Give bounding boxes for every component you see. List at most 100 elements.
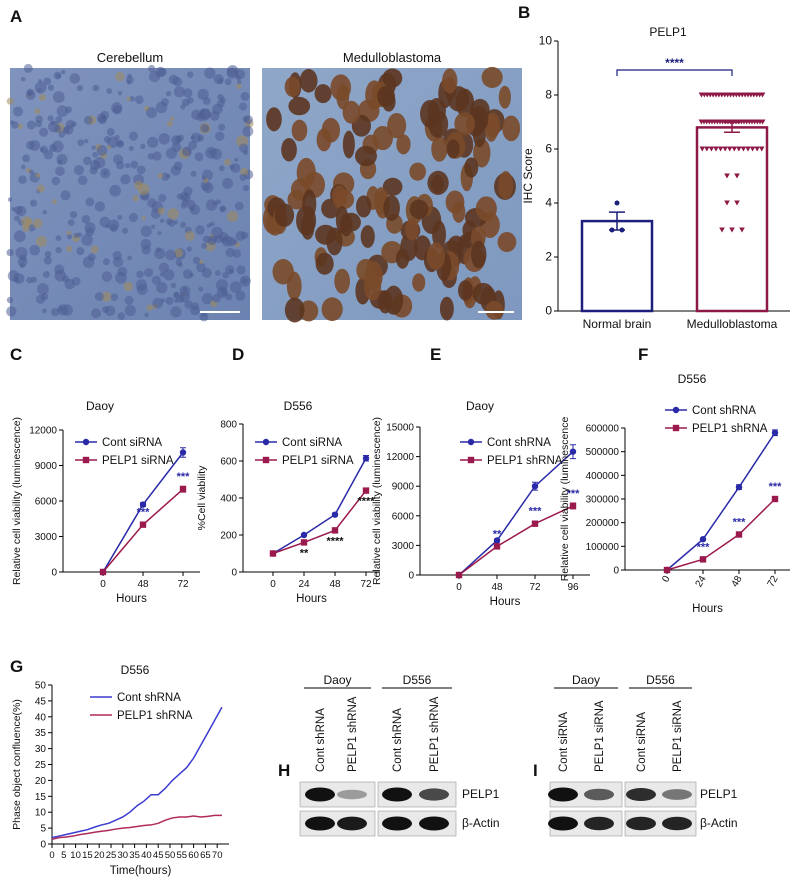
nucleus: [432, 220, 446, 249]
nucleus: [458, 280, 473, 301]
cell: [128, 145, 134, 151]
cell: [112, 154, 124, 165]
cell: [94, 292, 104, 302]
cell: [91, 145, 96, 150]
data-point: [734, 200, 740, 206]
cell: [225, 293, 233, 301]
nucleus: [485, 300, 504, 320]
panel-label: F: [638, 345, 648, 364]
y-tick-label: 50: [35, 681, 47, 692]
x-tick-label: 65: [200, 850, 211, 861]
cell: [189, 272, 194, 278]
cell: [123, 281, 133, 292]
x-tick-label: 50: [165, 850, 176, 861]
y-tick-label: 6: [545, 142, 552, 156]
cell: [148, 71, 161, 83]
cell: [219, 206, 226, 212]
cell: [136, 165, 146, 175]
cell: [173, 161, 183, 171]
cell: [37, 283, 49, 295]
legend-marker: [467, 438, 475, 446]
nucleus: [339, 213, 353, 237]
band: [584, 788, 614, 801]
cell: [197, 88, 209, 101]
nucleus: [342, 100, 361, 124]
data-point: [726, 146, 733, 152]
significance: ***: [733, 517, 747, 529]
cell: [157, 207, 165, 215]
cell: [158, 194, 167, 203]
data-point: [704, 146, 710, 152]
cell: [240, 231, 249, 240]
marker: [493, 543, 501, 550]
y-axis-label: Relative cell viability (luminescence): [11, 417, 23, 585]
cell: [90, 245, 99, 254]
y-tick-label: 20: [35, 776, 47, 787]
y-tick-label: 5: [40, 824, 46, 835]
nucleus: [356, 258, 376, 282]
cell: [71, 276, 81, 286]
cell: [55, 247, 62, 254]
panel-label: E: [430, 345, 441, 364]
data-point: [614, 200, 620, 206]
x-tick-label: Normal brain: [583, 317, 652, 331]
cell: [148, 64, 156, 73]
cell: [43, 149, 54, 160]
data-point: [758, 146, 765, 152]
cell: [242, 278, 248, 284]
bar: [580, 219, 654, 313]
x-axis-label: Hours: [692, 603, 723, 615]
cell: [221, 236, 229, 244]
cell: [96, 145, 108, 156]
cell: [101, 271, 113, 282]
series-line: [458, 451, 574, 576]
cell: [196, 262, 206, 273]
nucleus: [431, 136, 448, 162]
nucleus: [497, 232, 517, 253]
cell: [222, 271, 230, 279]
cell: [150, 224, 156, 229]
cell: [229, 281, 242, 294]
panel-label: C: [10, 345, 22, 364]
x-tick-label: 0: [49, 850, 54, 861]
cell: [96, 113, 107, 123]
x-tick-label: 72: [766, 574, 781, 590]
band: [548, 787, 578, 802]
cell: [144, 312, 149, 318]
y-tick-label: 400000: [586, 471, 620, 482]
nucleus: [464, 157, 479, 178]
cell: [26, 120, 36, 130]
cell: [159, 218, 165, 224]
y-axis-label: Relative cell viability (luminescence: [559, 417, 571, 582]
lane-label: Cont shRNA: [392, 708, 404, 772]
cell: [19, 262, 26, 269]
cell: [106, 127, 115, 136]
lane-label: PELP1 siRNA: [594, 700, 606, 772]
significance: ***: [697, 541, 711, 553]
image-label: Medulloblastoma: [343, 50, 442, 65]
y-tick-label: 9000: [35, 461, 58, 472]
cell: [124, 295, 134, 305]
cell: [83, 115, 93, 125]
x-tick-label: 0: [270, 579, 276, 590]
nucleus: [405, 218, 419, 241]
marker: [569, 502, 577, 510]
y-tick-label: 200000: [586, 518, 620, 529]
cell: [218, 123, 226, 131]
cell: [126, 96, 131, 101]
cell: [83, 138, 89, 144]
cell: [6, 97, 14, 105]
error-bar: [724, 121, 740, 134]
y-axis-label: IHC Score: [521, 148, 535, 204]
cell: [152, 297, 164, 309]
cell: [144, 268, 154, 278]
nucleus: [439, 296, 454, 321]
cell: [209, 110, 220, 121]
cell: [109, 184, 121, 197]
nucleus: [299, 68, 318, 93]
y-tick-label: 3000: [392, 541, 415, 552]
significance: ****: [326, 535, 344, 547]
marker: [771, 495, 779, 503]
cell: [34, 108, 41, 115]
cell: [34, 81, 47, 94]
